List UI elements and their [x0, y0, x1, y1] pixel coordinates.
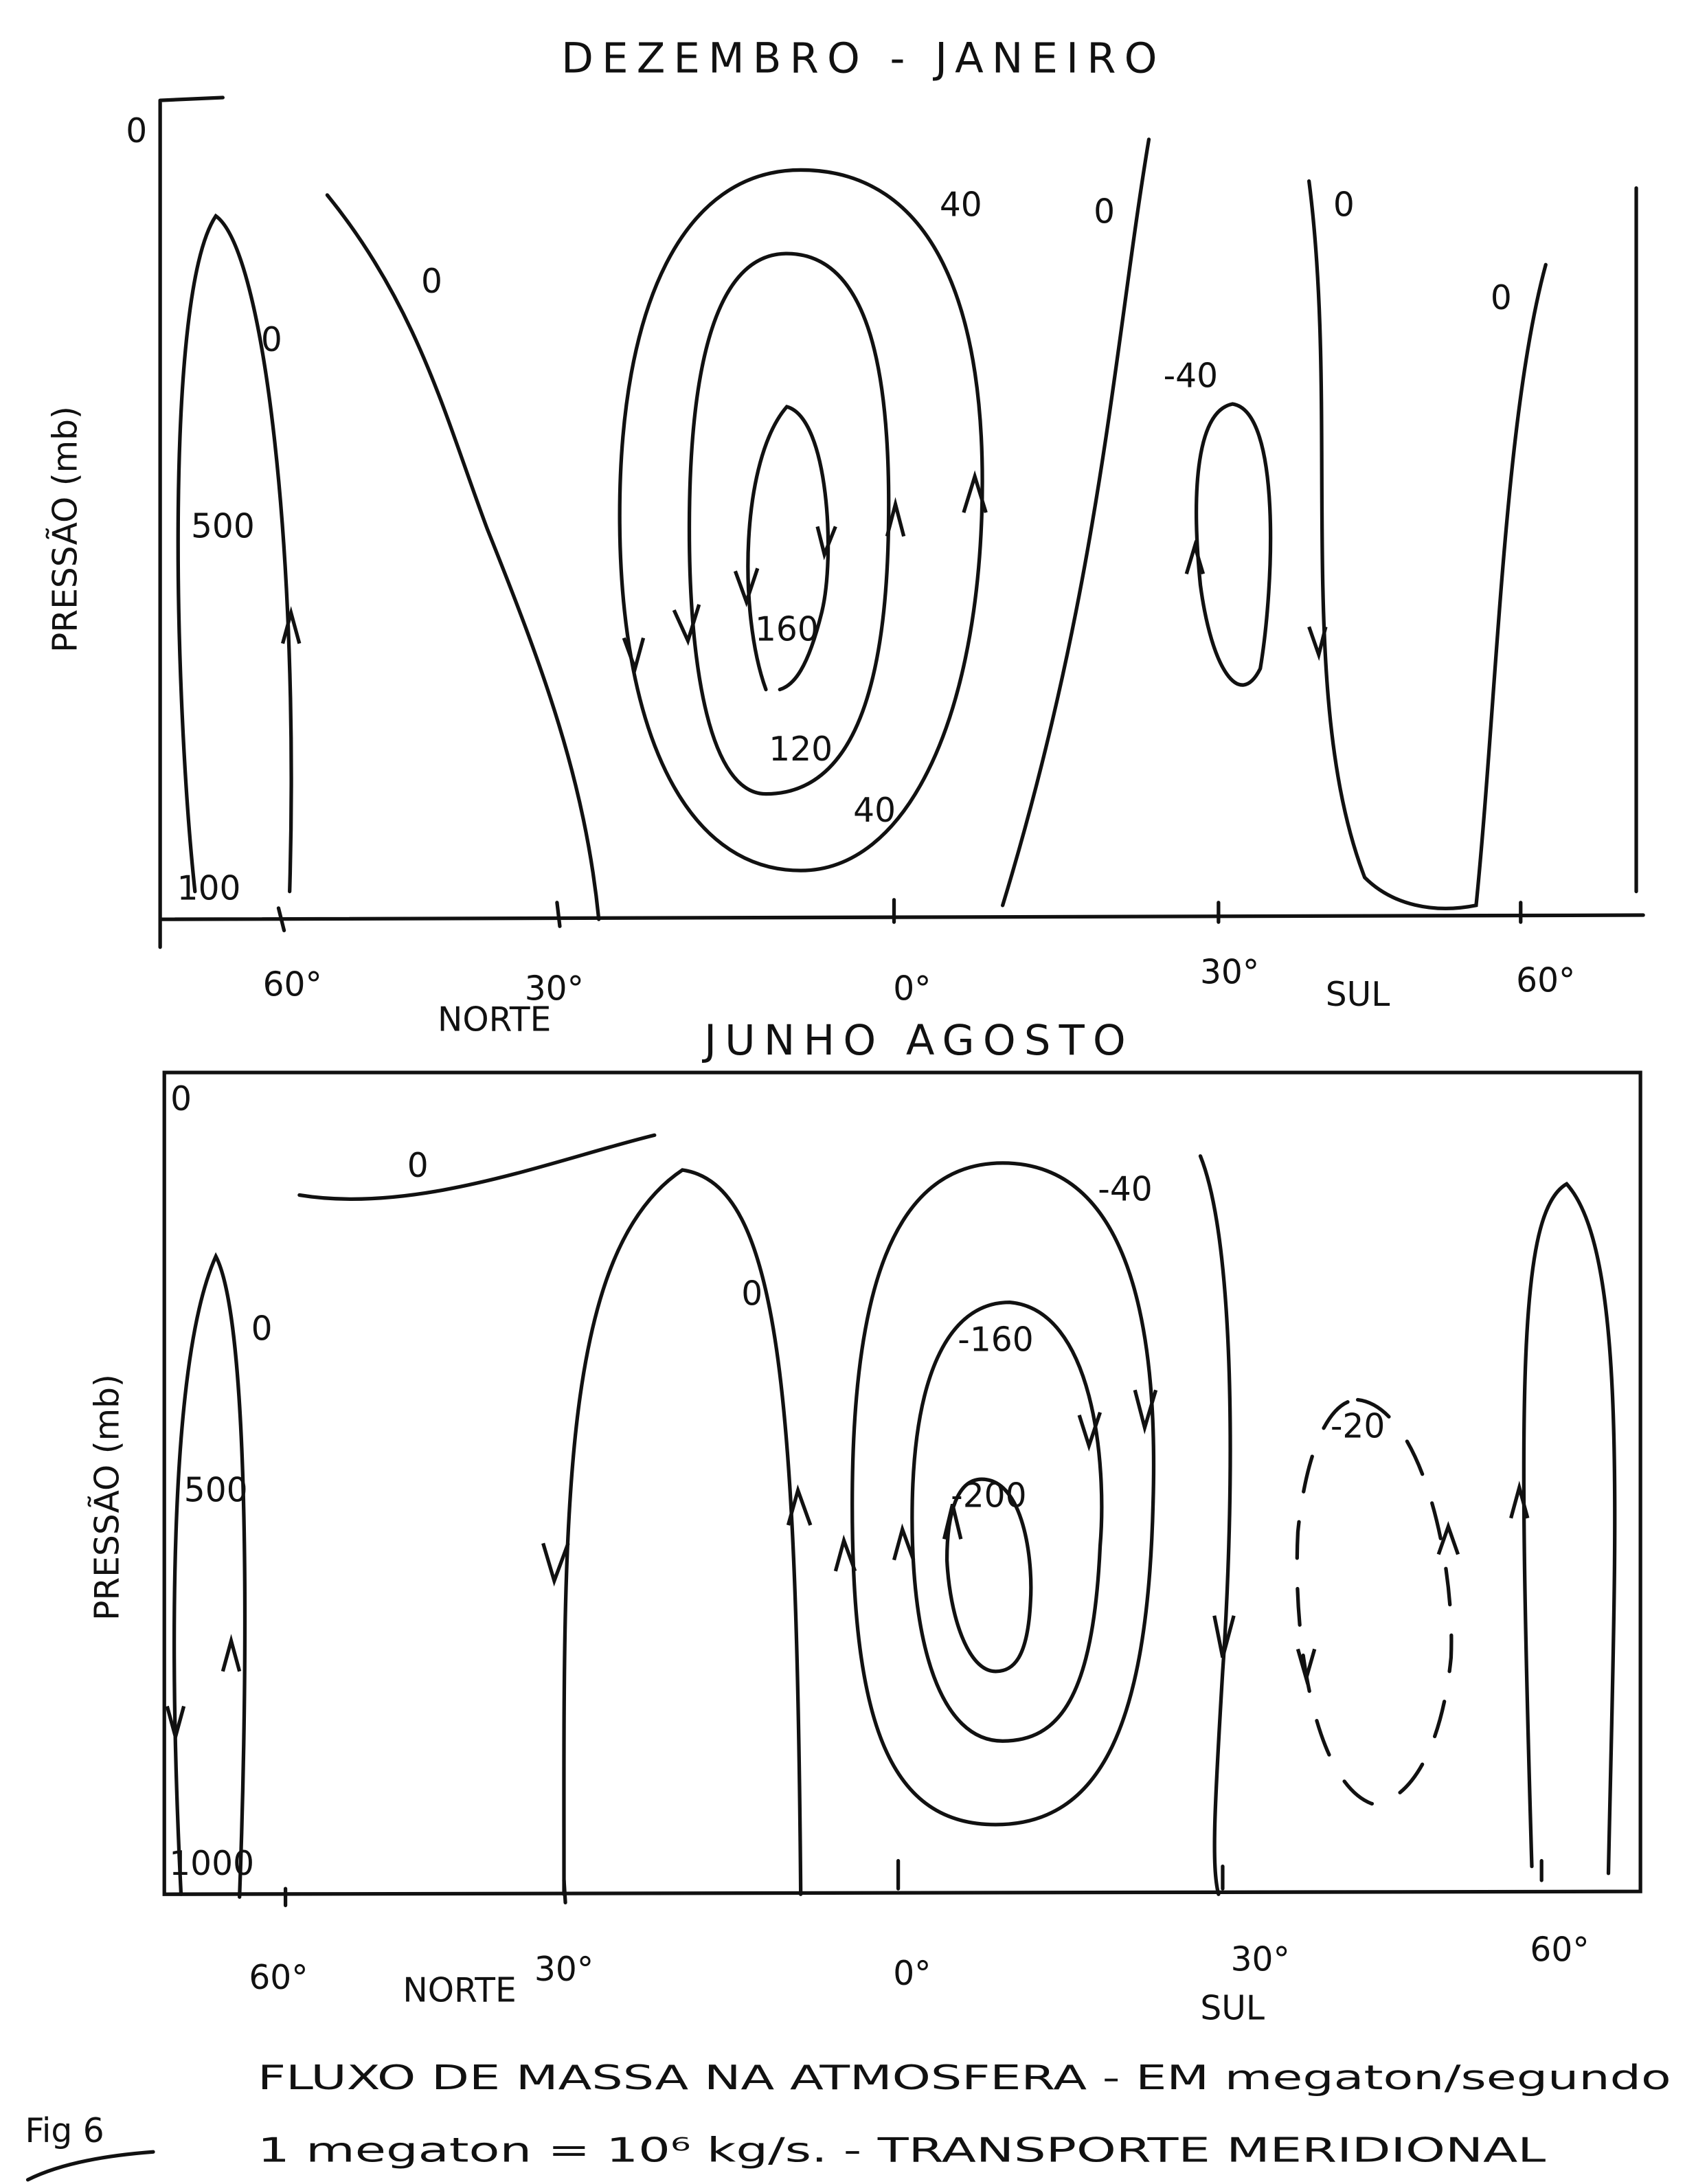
contour-label: 120 — [769, 730, 833, 769]
contour-label: 0 — [1094, 192, 1115, 231]
contour-label: -40 — [1098, 1171, 1152, 1209]
x-tick-label: 30° — [1231, 1941, 1290, 1979]
x-tick-label: 60° — [263, 966, 322, 1004]
y-tick-label: 0 — [126, 112, 147, 150]
contour-label: -200 — [951, 1477, 1026, 1516]
contour-label: 0 — [1491, 279, 1512, 317]
x-tick-label: 30° — [1200, 953, 1259, 991]
caption-line: FLUXO DE MASSA NA ATMOSFERA - EM megaton… — [258, 2059, 1671, 2097]
contour-label: 40 — [853, 791, 896, 830]
contour-label: 0 — [261, 321, 282, 359]
panel-1-frame — [158, 95, 1645, 949]
x-axis-label: SUL — [1326, 976, 1390, 1014]
figure-label: Fig 6 — [25, 2112, 104, 2150]
x-axis-label: SUL — [1200, 1990, 1265, 2028]
y-tick-label: 500 — [191, 508, 255, 546]
y-tick-label: 500 — [184, 1472, 248, 1510]
contour-label: 0 — [251, 1309, 273, 1348]
y-axis-label: PRESSÃO (mb) — [87, 1374, 126, 1621]
x-tick-label: 30° — [534, 1950, 593, 1989]
contour-label: 0 — [421, 262, 442, 301]
y-tick-label: 0 — [170, 1080, 192, 1118]
x-tick-label: 60° — [249, 1959, 308, 1997]
y-tick-label: 100 — [177, 870, 241, 908]
contour-label: 0 — [407, 1147, 429, 1185]
x-tick-label: 30° — [525, 970, 584, 1009]
x-tick-label: 60° — [1530, 1931, 1589, 1970]
x-tick-label: 0° — [893, 1955, 931, 1993]
contour-label: -40 — [1164, 357, 1218, 396]
underline — [25, 2150, 155, 2182]
y-axis-label: PRESSÃO (mb) — [46, 406, 85, 653]
caption-line: 1 megaton = 10⁶ kg/s. - TRANSPORTE MERID… — [258, 2131, 1546, 2170]
x-tick-label: 0° — [893, 970, 931, 1009]
panel-title: DEZEMBRO - JANEIRO — [561, 35, 1165, 83]
contour-label: 0 — [741, 1275, 762, 1314]
x-tick-label: 60° — [1516, 962, 1575, 1000]
contour-label: -160 — [958, 1321, 1033, 1360]
x-axis-label: NORTE — [403, 1971, 516, 2009]
contours-2 — [165, 1133, 1617, 1899]
contour-label: 0 — [1333, 185, 1355, 224]
contour-label: 160 — [755, 611, 819, 649]
contour-label: -20 — [1331, 1407, 1385, 1445]
contours-1 — [176, 137, 1548, 921]
panel-title: JUNHO AGOSTO — [701, 1017, 1134, 1065]
contour-label: 40 — [940, 185, 982, 224]
x-axis-label: NORTE — [438, 1000, 551, 1039]
